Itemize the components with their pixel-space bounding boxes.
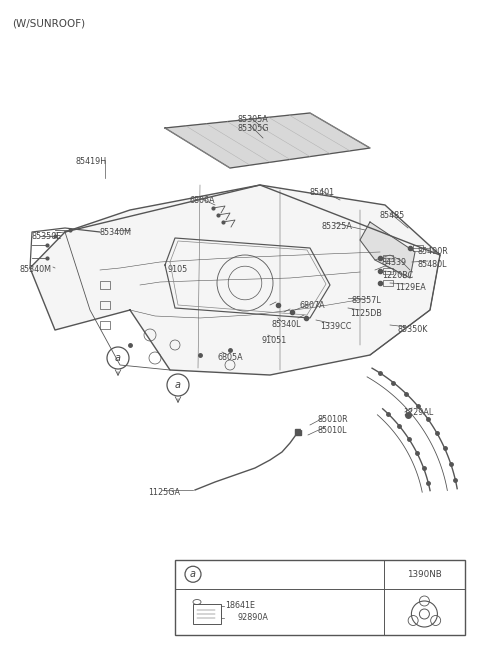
Text: 85340M: 85340M	[20, 265, 52, 274]
Text: a: a	[175, 380, 181, 390]
Text: 85340M: 85340M	[100, 228, 132, 237]
Text: 85357L: 85357L	[352, 296, 382, 305]
Polygon shape	[360, 222, 415, 278]
Bar	[413, 245, 423, 251]
Text: 85350E: 85350E	[32, 232, 62, 241]
Text: 1229AL: 1229AL	[403, 408, 433, 417]
Text: 85350K: 85350K	[398, 325, 428, 334]
Text: 85401: 85401	[310, 188, 335, 197]
Bar	[383, 268, 393, 274]
Text: 85010R: 85010R	[318, 415, 348, 424]
Text: 85480L: 85480L	[418, 260, 447, 269]
Text: 1220BC: 1220BC	[382, 271, 413, 280]
Text: 6805A: 6805A	[218, 353, 244, 362]
Text: 84339: 84339	[382, 258, 407, 267]
Polygon shape	[30, 185, 440, 375]
Text: 1129EA: 1129EA	[395, 283, 426, 292]
Text: 9105: 9105	[168, 265, 188, 274]
Text: 1390NB: 1390NB	[407, 570, 442, 579]
Text: 6807A: 6807A	[300, 301, 325, 310]
Bar	[383, 280, 393, 286]
Text: 1125DB: 1125DB	[350, 309, 382, 318]
Bar	[100, 281, 110, 289]
Text: 1339CC: 1339CC	[320, 322, 351, 331]
Bar	[100, 301, 110, 309]
Text: 18641E: 18641E	[225, 601, 255, 610]
Text: 85490R: 85490R	[418, 247, 449, 256]
Text: (W/SUNROOF): (W/SUNROOF)	[12, 18, 85, 28]
Bar	[175, 560, 465, 635]
Text: 85010L: 85010L	[318, 426, 348, 435]
Text: 92890A: 92890A	[237, 614, 268, 623]
Text: 85485: 85485	[380, 211, 405, 220]
Text: 85305A: 85305A	[238, 115, 269, 124]
Text: 1125GA: 1125GA	[148, 488, 180, 497]
Text: 91051: 91051	[262, 336, 287, 345]
Text: a: a	[190, 569, 196, 579]
Bar	[383, 255, 393, 261]
Text: 85305G: 85305G	[238, 124, 269, 133]
Bar	[100, 321, 110, 329]
Text: 85325A: 85325A	[322, 222, 353, 231]
Text: 85419H: 85419H	[75, 157, 106, 166]
Polygon shape	[165, 113, 370, 168]
Text: a: a	[115, 353, 121, 363]
Bar	[193, 604, 221, 624]
Text: 85340L: 85340L	[272, 320, 301, 329]
Text: 6806A: 6806A	[190, 196, 216, 205]
